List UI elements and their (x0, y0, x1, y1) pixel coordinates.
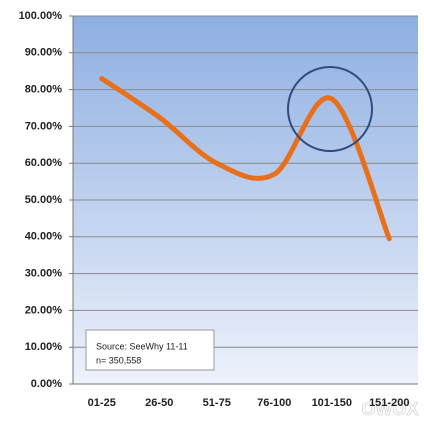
y-tick-label: 10.00% (25, 341, 63, 353)
x-tick-label: 26-50 (145, 397, 173, 409)
y-tick-label: 70.00% (25, 120, 63, 132)
source-note: Source: SeeWhy 11-11 (96, 341, 188, 351)
x-tick-label: 51-75 (203, 397, 231, 409)
y-tick-label: 90.00% (25, 47, 63, 59)
y-tick-label: 60.00% (25, 157, 63, 169)
sample-note: n= 350,558 (96, 355, 141, 365)
source-box (85, 329, 215, 371)
x-tick-label: 101-150 (312, 397, 352, 409)
y-tick-label: 0.00% (31, 378, 62, 390)
highlight-circle (287, 66, 373, 152)
x-tick-label: 01-25 (88, 397, 116, 409)
watermark: OWOX (362, 399, 419, 419)
y-tick-label: 100.00% (19, 10, 63, 22)
y-tick-label: 20.00% (25, 304, 63, 316)
y-tick-label: 50.00% (25, 194, 63, 206)
y-tick-label: 30.00% (25, 268, 63, 280)
series-line (99, 76, 392, 242)
y-tick-label: 40.00% (25, 231, 63, 243)
x-tick-label: 151-200 (369, 397, 409, 409)
x-tick-label: 76-100 (257, 397, 291, 409)
y-tick-label: 80.00% (25, 84, 63, 96)
